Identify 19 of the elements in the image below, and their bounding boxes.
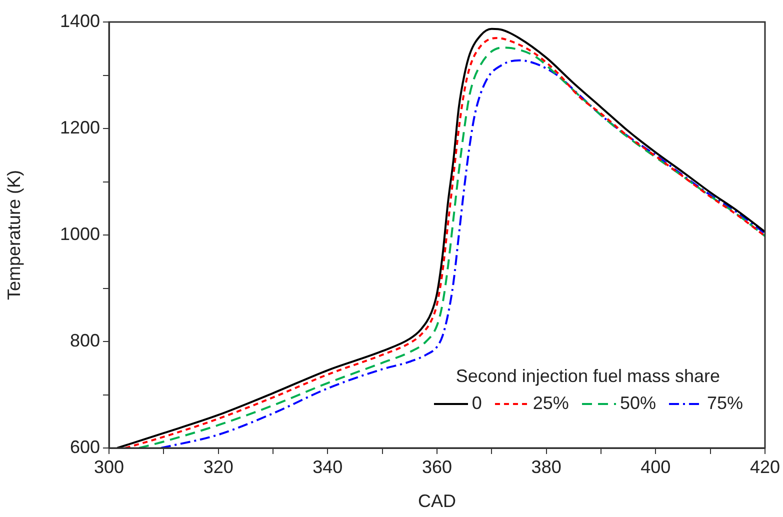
- x-tick-label: 400: [640, 456, 671, 477]
- x-tick-label: 360: [422, 456, 452, 477]
- y-tick-label: 800: [70, 330, 100, 350]
- x-axis-title: CAD: [418, 491, 456, 512]
- y-tick-label: 600: [70, 436, 100, 457]
- legend-label: 25%: [532, 393, 569, 414]
- legend-label: 0: [472, 393, 482, 414]
- x-tick-label: 300: [94, 456, 124, 477]
- legend-label: 50%: [620, 393, 656, 414]
- x-tick-label: 380: [531, 456, 562, 477]
- y-tick-label: 1000: [60, 224, 100, 244]
- x-tick-label: 420: [750, 456, 780, 477]
- x-tick-label: 340: [312, 456, 343, 477]
- y-tick-label: 1200: [60, 117, 100, 138]
- legend-label: 75%: [706, 393, 743, 414]
- y-axis-title: Temperature (K): [4, 170, 24, 300]
- y-tick-label: 1400: [60, 10, 100, 31]
- legend-title: Second injection fuel mass share: [454, 366, 722, 387]
- x-tick-label: 320: [203, 456, 234, 477]
